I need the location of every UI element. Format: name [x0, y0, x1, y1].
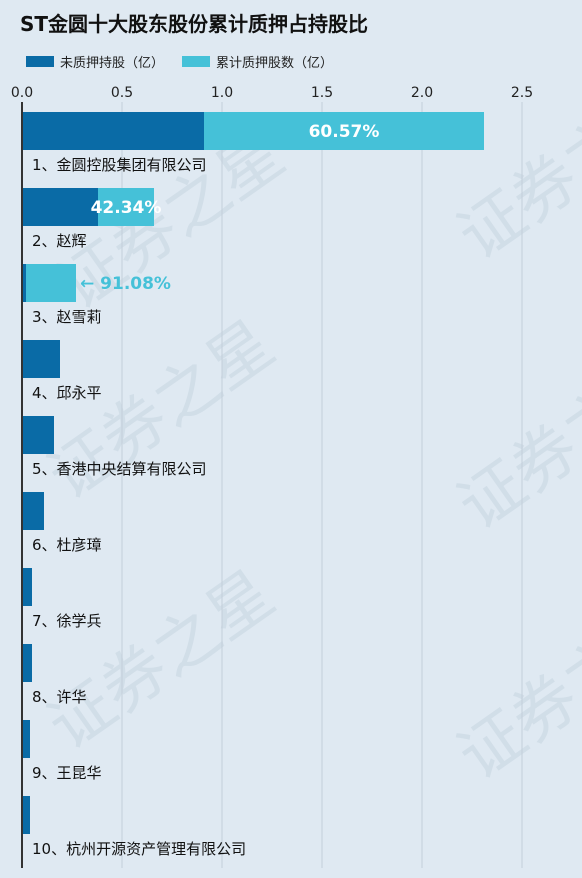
- bar-pledged: [204, 112, 484, 150]
- bar-pledged: [98, 188, 154, 226]
- bar-unpledged: [22, 720, 30, 758]
- category-label: 2、赵辉: [32, 232, 87, 250]
- legend-swatch-unpledged: [26, 56, 54, 67]
- bar-unpledged: [22, 340, 60, 378]
- category-label: 8、许华: [32, 688, 87, 706]
- data-label: 60.57%: [309, 122, 380, 142]
- bar-pledged: [26, 264, 76, 302]
- x-tick-label: 0.0: [11, 85, 33, 101]
- x-tick-label: 2.0: [411, 85, 433, 101]
- category-label: 6、杜彦璋: [32, 536, 102, 554]
- category-label: 4、邱永平: [32, 384, 102, 402]
- legend-item-unpledged: 未质押持股（亿）: [26, 52, 164, 71]
- data-label: ← 91.08%: [80, 274, 171, 294]
- bar-unpledged: [22, 416, 54, 454]
- x-tick-label: 1.0: [211, 85, 233, 101]
- bar-unpledged: [22, 492, 44, 530]
- legend-item-pledged: 累计质押股数（亿）: [182, 52, 333, 71]
- legend: 未质押持股（亿） 累计质押股数（亿）: [26, 52, 351, 71]
- x-tick-label: 2.5: [511, 85, 533, 101]
- category-label: 3、赵雪莉: [32, 308, 102, 326]
- bar-unpledged: [22, 644, 32, 682]
- x-tick-label: 0.5: [111, 85, 133, 101]
- data-label: 42.34%: [91, 198, 162, 218]
- chart-title: ST金圆十大股东股份累计质押占持股比: [20, 12, 369, 36]
- category-label: 5、香港中央结算有限公司: [32, 460, 207, 478]
- legend-swatch-pledged: [182, 56, 211, 67]
- category-label: 7、徐学兵: [32, 612, 102, 630]
- bar-unpledged: [22, 188, 98, 226]
- bar-unpledged: [22, 264, 26, 302]
- bar-unpledged: [22, 796, 30, 834]
- category-label: 9、王昆华: [32, 764, 102, 782]
- x-tick-label: 1.5: [311, 85, 333, 101]
- legend-label-pledged: 累计质押股数（亿）: [216, 56, 334, 71]
- legend-label-unpledged: 未质押持股（亿）: [60, 56, 165, 71]
- bar-unpledged: [22, 568, 32, 606]
- category-label: 1、金圆控股集团有限公司: [32, 156, 207, 174]
- bar-unpledged: [22, 112, 204, 150]
- category-label: 10、杭州开源资产管理有限公司: [32, 840, 246, 858]
